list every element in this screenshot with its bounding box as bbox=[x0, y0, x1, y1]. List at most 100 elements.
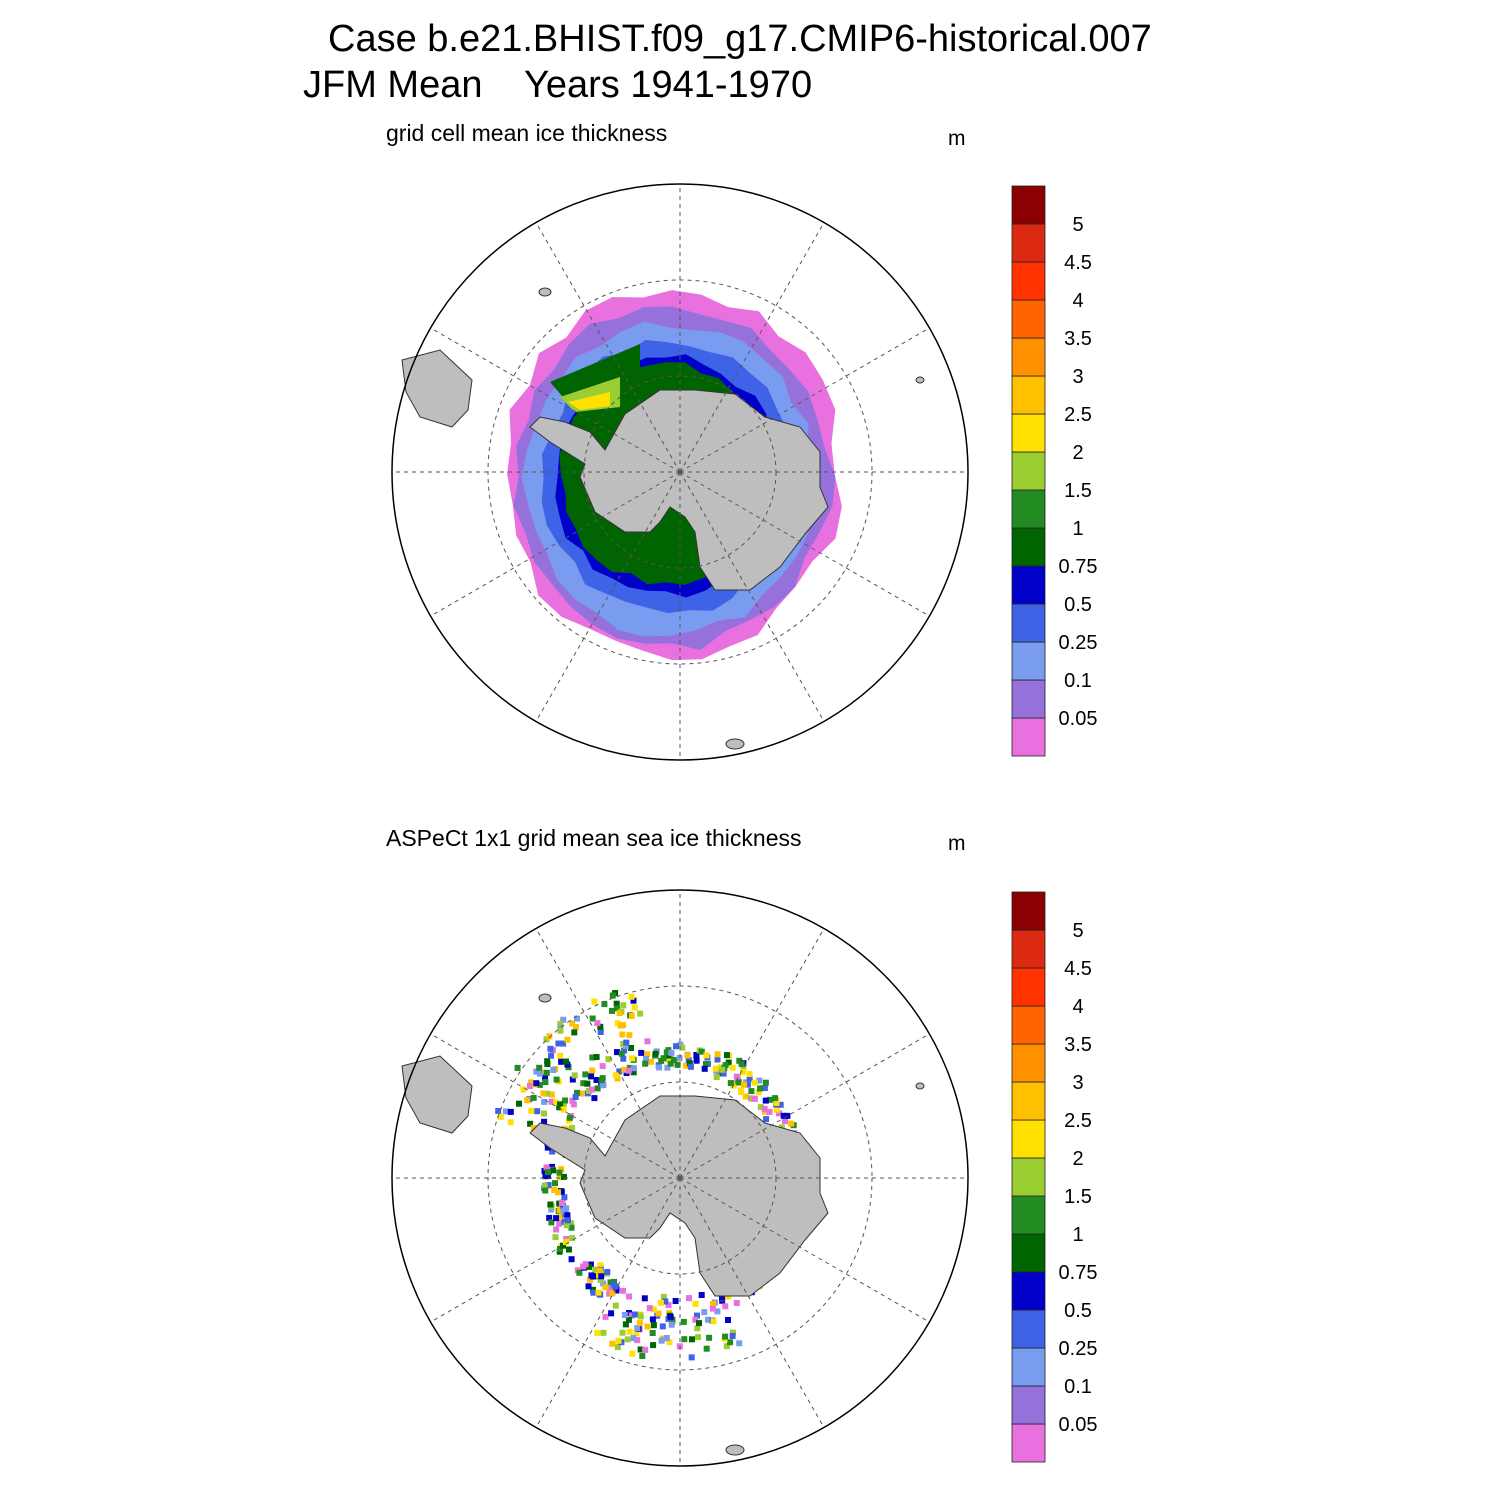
ice-obs-cell bbox=[540, 1090, 547, 1097]
colorbar-swatch bbox=[1011, 527, 1046, 567]
ice-obs-cell bbox=[649, 1316, 656, 1323]
ice-obs-cell bbox=[582, 1071, 589, 1078]
ice-obs-cell bbox=[722, 1303, 729, 1310]
ice-obs-cell bbox=[557, 1245, 563, 1252]
ice-obs-cell bbox=[621, 1312, 628, 1318]
ice-obs-cell bbox=[628, 1013, 635, 1019]
ice-obs-cell bbox=[667, 1313, 674, 1320]
colorbar-swatch bbox=[1011, 489, 1046, 529]
ice-obs-cell bbox=[528, 1107, 535, 1114]
antarctica-landmass bbox=[529, 389, 829, 591]
ice-obs-cell bbox=[609, 1007, 615, 1014]
ice-obs-cell bbox=[748, 1088, 755, 1095]
ice-obs-cell bbox=[580, 1263, 587, 1270]
ice-obs-cell bbox=[788, 1120, 795, 1127]
ice-obs-cell bbox=[495, 1108, 502, 1114]
colorbar-label: 4.5 bbox=[1064, 252, 1092, 274]
ice-obs-cell bbox=[602, 1284, 609, 1291]
ice-obs-cell bbox=[772, 1095, 779, 1102]
ice-obs-cell bbox=[740, 1065, 747, 1072]
ice-obs-cell bbox=[569, 1124, 576, 1131]
ice-obs-cell bbox=[628, 1045, 634, 1051]
ice-obs-cell bbox=[543, 1036, 550, 1043]
colorbar-swatch bbox=[1011, 967, 1046, 1007]
colorbar-label: 0.75 bbox=[1059, 1262, 1098, 1284]
ice-obs-cell bbox=[709, 1305, 716, 1312]
ice-obs-cell bbox=[641, 1295, 648, 1302]
ice-obs-cell bbox=[569, 1235, 576, 1242]
ice-obs-cell bbox=[569, 1076, 576, 1083]
ice-obs-cell bbox=[637, 1010, 644, 1017]
ice-obs-cell bbox=[644, 1038, 651, 1045]
ice-obs-cell bbox=[557, 1027, 564, 1034]
colorbar-label: 5 bbox=[1072, 214, 1083, 236]
map-frame bbox=[391, 183, 969, 761]
ice-obs-cell bbox=[648, 1058, 654, 1065]
ice-obs-cell bbox=[631, 1004, 638, 1011]
ice-obs-cell bbox=[622, 1321, 629, 1328]
ice-obs-cell bbox=[596, 1267, 603, 1274]
ice-obs-cell bbox=[695, 1334, 701, 1341]
ice-obs-cell bbox=[563, 1205, 570, 1212]
ice-obs-cell bbox=[660, 1055, 667, 1062]
ice-obs-cell bbox=[542, 1187, 549, 1194]
ice-obs-cell bbox=[588, 1272, 595, 1279]
ice-obs-cell bbox=[560, 1016, 567, 1023]
ice-obs-cell bbox=[541, 1110, 547, 1117]
ice-obs-cell bbox=[502, 1108, 509, 1115]
colorbar-swatch bbox=[1011, 641, 1046, 681]
ice-obs-cell bbox=[714, 1308, 721, 1315]
ice-obs-cell bbox=[723, 1343, 730, 1350]
ice-obs-cell bbox=[644, 1051, 651, 1058]
ice-obs-cell bbox=[548, 1219, 555, 1226]
ice-obs-cell bbox=[630, 1069, 637, 1076]
colorbar-label: 0.1 bbox=[1064, 670, 1092, 692]
ice-obs-cell bbox=[547, 1045, 554, 1052]
ice-obs-cell bbox=[703, 1061, 709, 1067]
colorbar-label: 4 bbox=[1072, 996, 1083, 1018]
ice-obs-cell bbox=[533, 1068, 540, 1075]
ice-obs-cell bbox=[601, 1001, 608, 1008]
ice-obs-cell bbox=[563, 1222, 570, 1229]
ice-obs-cell bbox=[780, 1112, 787, 1119]
ice-obs-cell bbox=[620, 1040, 627, 1047]
colorbar-swatch bbox=[1011, 1043, 1046, 1083]
ice-obs-cell bbox=[557, 1101, 564, 1108]
ice-obs-cell bbox=[524, 1097, 531, 1104]
ice-obs-cell bbox=[617, 1022, 624, 1029]
ice-obs-cell bbox=[560, 1203, 567, 1210]
ice-obs-cell bbox=[722, 1333, 729, 1340]
ice-obs-cell bbox=[562, 1097, 569, 1104]
ice-obs-cell bbox=[600, 1329, 607, 1336]
colorbar-swatch bbox=[1011, 1005, 1046, 1045]
ice-obs-cell bbox=[633, 1330, 640, 1337]
ice-obs-cell bbox=[615, 1337, 622, 1344]
ice-obs-cell bbox=[541, 1167, 548, 1174]
ice-obs-cell bbox=[727, 1339, 734, 1346]
ice-obs-cell bbox=[631, 1311, 638, 1318]
ice-obs-cell bbox=[556, 1207, 563, 1214]
ice-obs-cell bbox=[733, 1300, 740, 1306]
ice-obs-cell bbox=[628, 993, 635, 1000]
ice-obs-cell bbox=[548, 1052, 555, 1059]
ice-obs-cell bbox=[527, 1083, 533, 1090]
ice-obs-cell bbox=[701, 1065, 708, 1072]
colorbar-label: 2 bbox=[1072, 1148, 1083, 1170]
ice-obs-cell bbox=[712, 1065, 719, 1072]
ice-obs-cell bbox=[589, 1015, 596, 1022]
ice-obs-cell bbox=[782, 1118, 788, 1125]
ice-obs-cell bbox=[696, 1320, 702, 1327]
colorbar-label: 3.5 bbox=[1064, 1034, 1092, 1056]
ice-obs-cell bbox=[574, 1015, 580, 1022]
ice-obs-cell bbox=[610, 1281, 617, 1288]
ice-obs-cell bbox=[584, 1080, 591, 1087]
ice-obs-cell bbox=[549, 1148, 556, 1155]
ice-obs-cell bbox=[744, 1081, 751, 1088]
ice-obs-cell bbox=[644, 1323, 651, 1330]
ice-obs-cell bbox=[685, 1057, 692, 1063]
ice-obs-cell bbox=[550, 1167, 557, 1174]
ice-obs-cell bbox=[550, 1067, 557, 1073]
ice-obs-cell bbox=[614, 1049, 620, 1056]
ice-obs-cell bbox=[663, 1335, 670, 1341]
ice-obs-cell bbox=[553, 1076, 560, 1083]
